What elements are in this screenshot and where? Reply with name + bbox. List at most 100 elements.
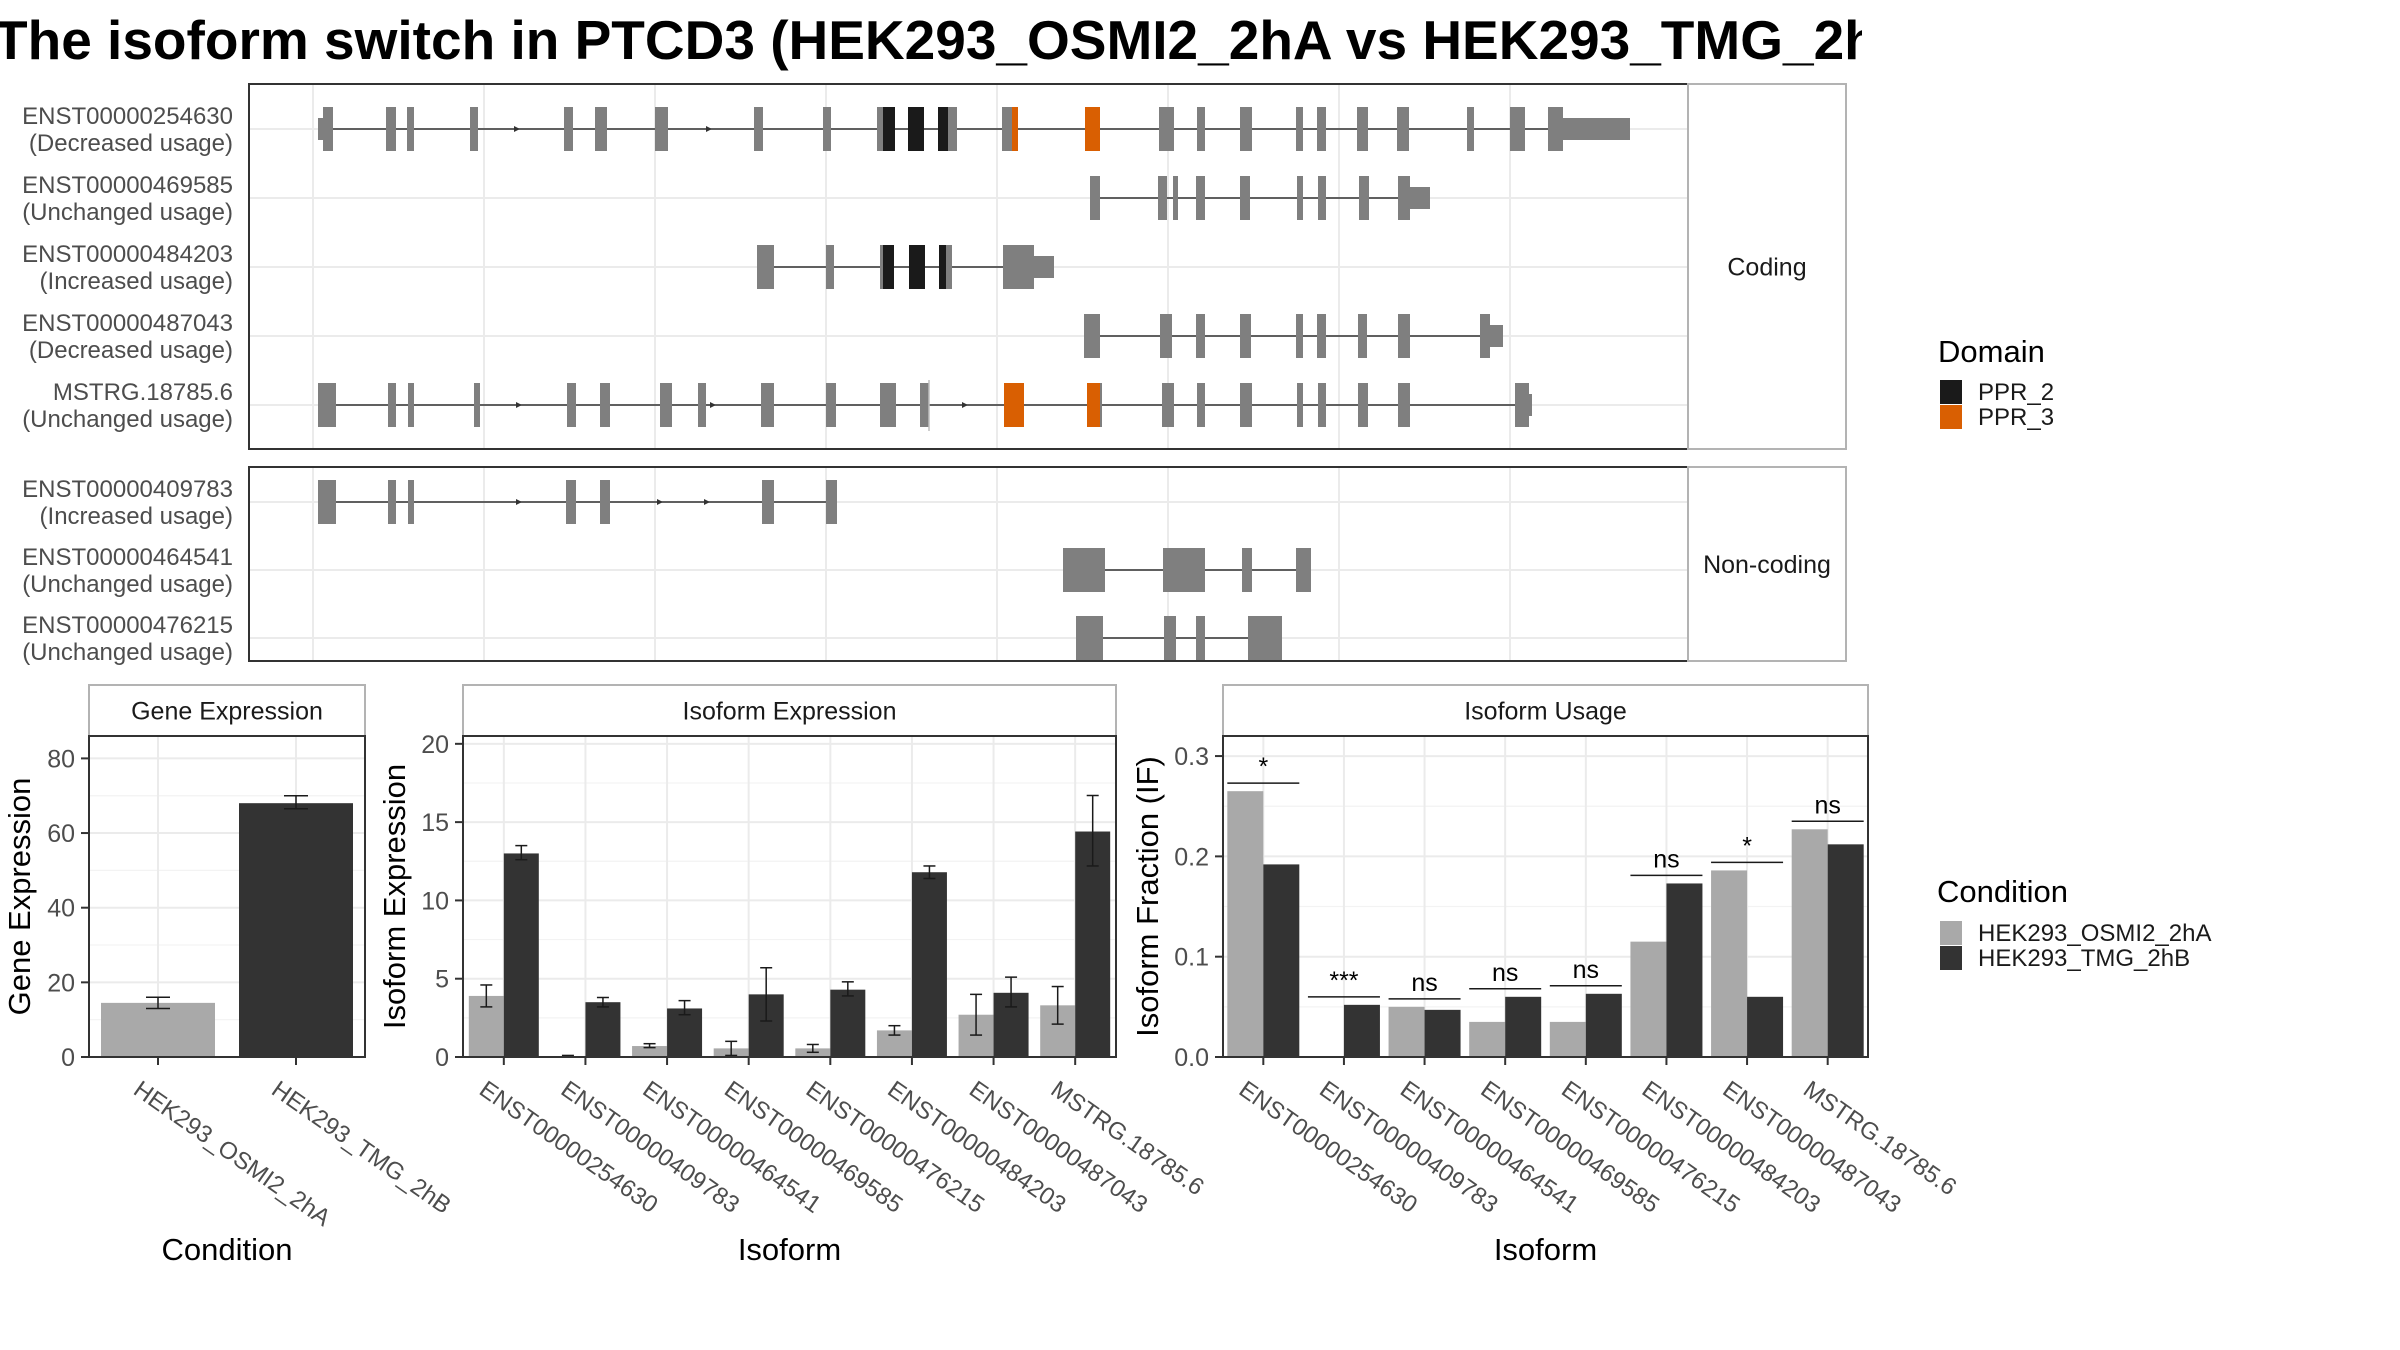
transcript-usage-label: (Unchanged usage)	[22, 639, 233, 666]
exon-block	[1398, 383, 1410, 427]
exon-block	[1090, 176, 1100, 220]
bar-HEK293_TMG_2hB	[239, 803, 353, 1057]
strand-arrow	[657, 499, 663, 505]
bar-HEK293_TMG_2hB	[830, 989, 866, 1057]
bar-HEK293_TMG_2hB	[1424, 1009, 1461, 1057]
bar-HEK293_OSMI2_2hA	[1791, 829, 1828, 1057]
ppr2-domain-exon	[909, 245, 925, 289]
y-tick-label: 80	[47, 745, 75, 773]
exon-block	[1197, 107, 1205, 151]
bar-HEK293_TMG_2hB	[1263, 864, 1300, 1057]
ppr3-domain-exon	[1087, 383, 1100, 427]
exon-block	[1358, 314, 1367, 358]
bar-HEK293_TMG_2hB	[503, 853, 539, 1057]
transcript-usage-label: (Increased usage)	[40, 503, 233, 530]
exon-block	[407, 107, 414, 151]
exon-block	[1529, 394, 1532, 416]
exon-block	[948, 107, 957, 151]
bar-HEK293_OSMI2_2hA	[1388, 1006, 1425, 1057]
bar-HEK293_TMG_2hB	[1075, 831, 1111, 1057]
exon-block	[1296, 548, 1303, 592]
exon-block	[1164, 616, 1176, 660]
transcript-id-label: ENST00000476215	[22, 612, 233, 639]
condition-legend-label: HEK293_OSMI2_2hA	[1978, 920, 2211, 947]
transcript-id-label: ENST00000464541	[22, 544, 233, 571]
exon-block	[1297, 383, 1303, 427]
exon-block	[1240, 314, 1251, 358]
exon-block	[826, 480, 837, 524]
bar-HEK293_TMG_2hB	[1827, 844, 1864, 1057]
transcript-id-label: ENST00000484203	[22, 241, 233, 268]
exon-block	[1197, 383, 1205, 427]
exon-block	[1100, 383, 1102, 427]
panel-title-strip	[88, 684, 366, 737]
significance-label: ***	[1329, 967, 1358, 995]
bar-HEK293_TMG_2hB	[1343, 1004, 1380, 1057]
exon-block	[826, 245, 834, 289]
exon-block	[1398, 176, 1410, 220]
transcript-usage-label: (Unchanged usage)	[22, 571, 233, 598]
bar-HEK293_TMG_2hB	[1505, 996, 1542, 1057]
condition-legend-title: Condition	[1937, 874, 2068, 909]
ppr2-domain-exon	[883, 245, 894, 289]
panel-title: Isoform Expression	[683, 698, 897, 726]
exon-block	[1357, 107, 1368, 151]
exon-block	[1467, 107, 1474, 151]
coding-facet-strip	[1687, 83, 1847, 450]
exon-block	[1160, 314, 1172, 358]
noncoding-facet-strip	[1687, 466, 1847, 662]
significance-label: ns	[1814, 791, 1840, 819]
bar-HEK293_OSMI2_2hA	[1630, 941, 1667, 1057]
domain-legend-swatch	[1940, 380, 1962, 404]
transcript-id-label: ENST00000254630	[22, 103, 233, 130]
exon-block	[1318, 176, 1326, 220]
exon-block	[946, 245, 952, 289]
condition-legend-label: HEK293_TMG_2hB	[1978, 945, 2190, 972]
panel-frame	[88, 735, 366, 1058]
exon-block	[326, 480, 336, 524]
significance-label: *	[1742, 832, 1752, 860]
exon-block	[1318, 383, 1326, 427]
y-axis-title: Isoform Expression	[377, 764, 412, 1029]
exon-block	[1240, 383, 1252, 427]
exon-block	[1173, 176, 1178, 220]
exon-block	[1196, 314, 1205, 358]
exon-block	[408, 480, 414, 524]
exon-block	[1248, 616, 1282, 660]
strand-arrow	[516, 499, 522, 505]
y-tick-label: 20	[421, 731, 449, 759]
exon-block	[1297, 176, 1303, 220]
exon-block	[823, 107, 831, 151]
exon-block	[660, 383, 672, 427]
exon-block	[600, 383, 610, 427]
condition-legend-swatch	[1940, 946, 1962, 970]
exon-block	[655, 107, 668, 151]
exon-block	[1563, 118, 1630, 140]
title-clip: The isoform switch in PTCD3 (HEK293_OSMI…	[0, 0, 1862, 75]
exon-block	[567, 383, 576, 427]
exon-block	[1240, 107, 1252, 151]
exon-block	[754, 107, 763, 151]
domain-legend-label: PPR_2	[1978, 379, 2054, 406]
exon-block	[877, 107, 883, 151]
bar-HEK293_OSMI2_2hA	[1549, 1021, 1586, 1057]
exon-block	[470, 107, 478, 151]
exon-block	[1242, 548, 1252, 592]
exon-block	[388, 383, 396, 427]
facet-label-noncoding: Non-coding	[1703, 551, 1831, 579]
noncoding-panel-frame	[248, 466, 1689, 662]
y-axis-title: Gene Expression	[2, 778, 37, 1016]
exon-block	[1490, 325, 1503, 347]
bar-HEK293_OSMI2_2hA	[1227, 791, 1264, 1057]
bar-HEK293_TMG_2hB	[1747, 996, 1784, 1057]
domain-legend-title: Domain	[1938, 334, 2045, 369]
bar-HEK293_TMG_2hB	[911, 872, 947, 1057]
panel-title: Gene Expression	[131, 698, 323, 726]
exon-block	[1159, 107, 1174, 151]
y-tick-label: 60	[47, 820, 75, 848]
ppr3-domain-exon	[1012, 107, 1018, 151]
exon-block	[564, 107, 573, 151]
y-tick-label: 0	[61, 1044, 75, 1072]
exon-block	[318, 480, 326, 524]
